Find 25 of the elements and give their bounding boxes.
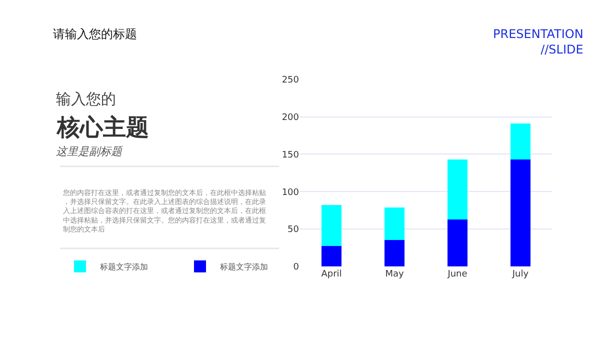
bar bbox=[510, 124, 531, 160]
legend-label: 标题文字添加 bbox=[99, 262, 148, 272]
y-tick-label: 50 bbox=[288, 225, 300, 236]
x-tick-label: May bbox=[385, 269, 404, 280]
text: PRESENTATION //SLIDE bbox=[493, 27, 584, 57]
bar bbox=[384, 207, 405, 240]
y-tick-label: 0 bbox=[293, 262, 300, 273]
x-tick-label: July bbox=[511, 269, 530, 280]
y-tick-label: 100 bbox=[282, 188, 300, 198]
bar bbox=[321, 205, 342, 246]
x-tick-label: June bbox=[446, 269, 468, 280]
y-tick-label: 250 bbox=[282, 76, 300, 86]
y-tick-label: 150 bbox=[282, 150, 300, 160]
bar bbox=[321, 246, 342, 266]
legend-label: 标题文字添加 bbox=[219, 262, 268, 272]
y-tick-label: 200 bbox=[282, 112, 300, 123]
bar bbox=[447, 219, 468, 266]
text: 请输入您的标题 bbox=[53, 27, 137, 41]
text: 这里是副标题 bbox=[56, 145, 123, 158]
text: 输入您的 bbox=[56, 90, 116, 108]
x-tick-label: April bbox=[321, 269, 342, 280]
bar bbox=[447, 159, 468, 220]
bar bbox=[510, 159, 531, 266]
bar bbox=[384, 240, 405, 266]
text: 核心主题 bbox=[56, 114, 149, 141]
